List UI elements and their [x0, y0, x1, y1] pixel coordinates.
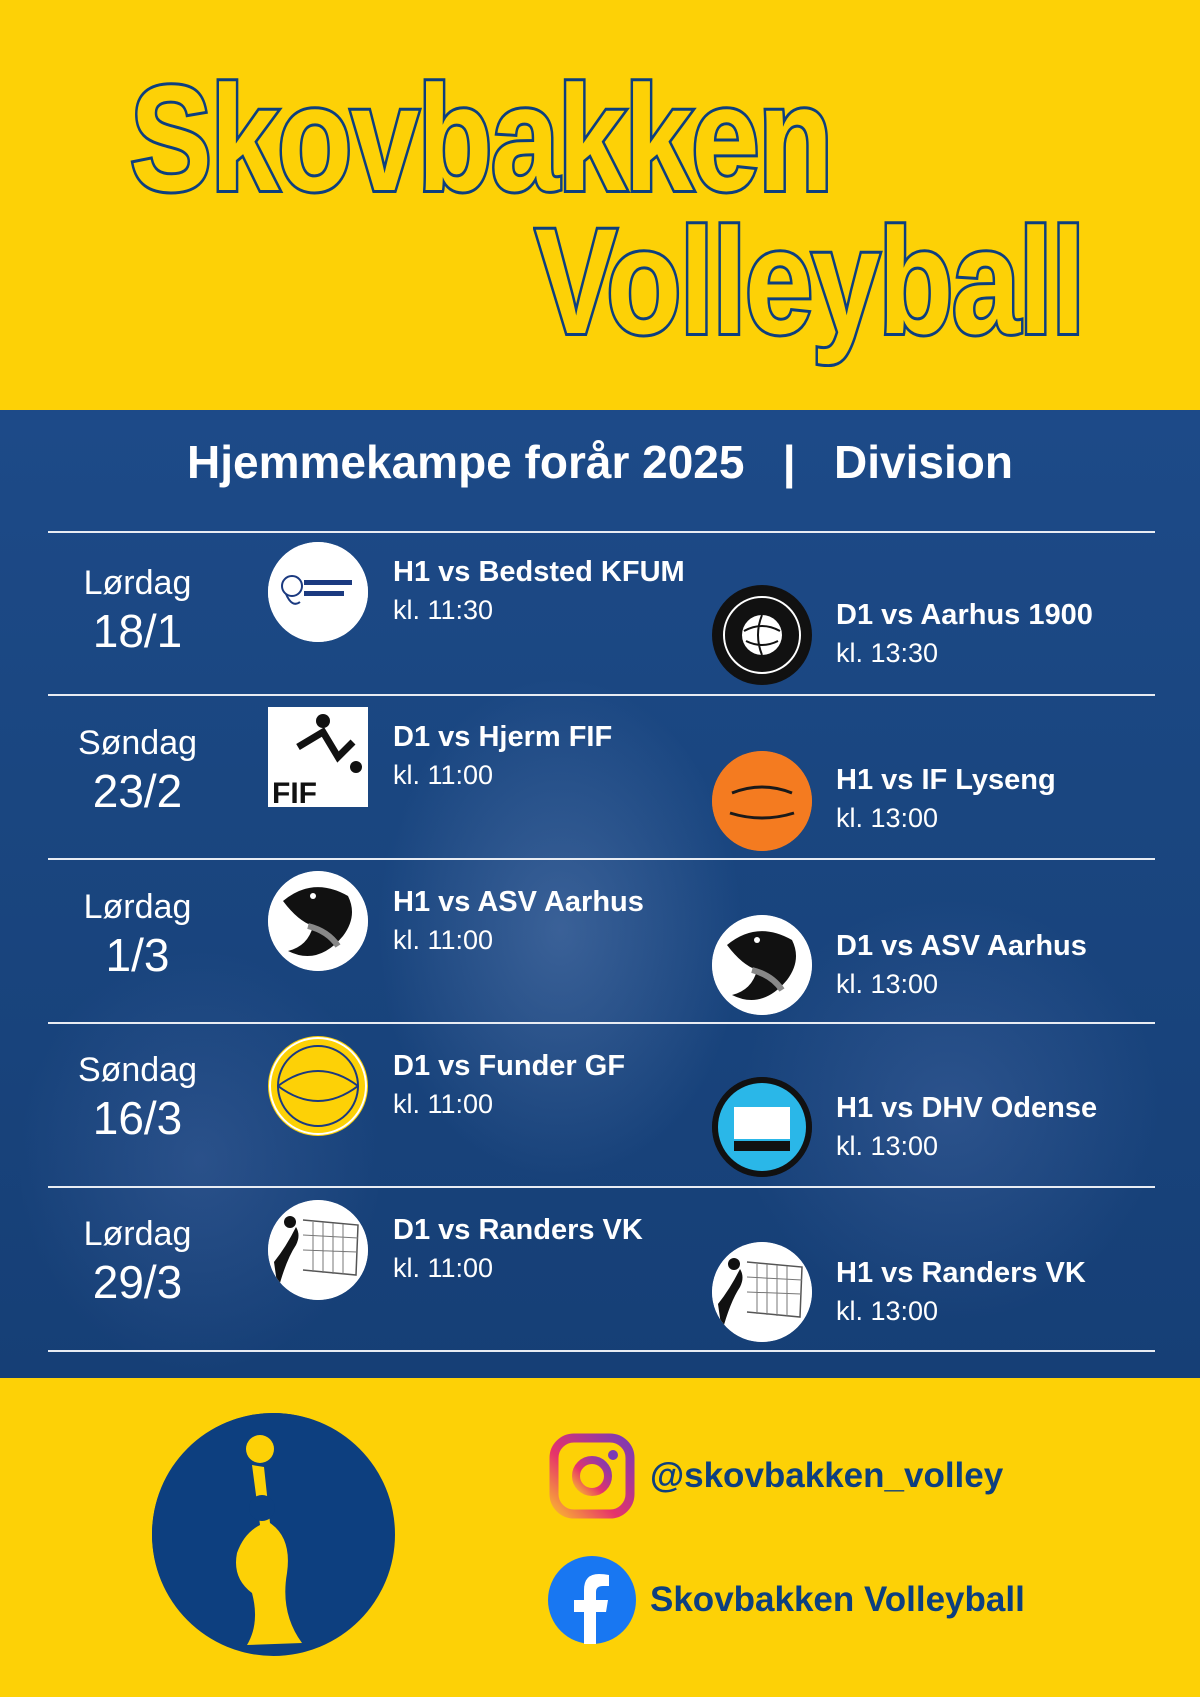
match-title: H1 vs Randers VK — [836, 1257, 1086, 1289]
randers-vk-logo — [712, 1242, 812, 1342]
bedsted-kfum-logo — [268, 542, 368, 642]
match-title: H1 vs IF Lyseng — [836, 764, 1056, 796]
divider — [48, 694, 1155, 696]
match-card: D1 vs ASV Aarhus kl. 13:00 — [836, 930, 1087, 1000]
header: Skovbakken Volleyball — [0, 0, 1200, 410]
title-line-1: Skovbakken — [128, 51, 836, 225]
date: 23/2 — [92, 764, 183, 817]
match-title: D1 vs Aarhus 1900 — [836, 599, 1093, 631]
match-card: D1 vs Randers VK kl. 11:00 — [393, 1214, 643, 1284]
asv-aarhus-logo — [712, 915, 812, 1015]
match-card: D1 vs Funder GF kl. 11:00 — [393, 1050, 625, 1120]
day-label: Søndag 16/3 — [60, 1050, 215, 1146]
match-title: D1 vs Funder GF — [393, 1050, 626, 1082]
hjerm-fif-logo: FIF — [268, 707, 368, 807]
match-time: kl. 11:00 — [393, 1089, 494, 1119]
match-time: kl. 11:00 — [393, 1253, 494, 1283]
dhv-odense-logo — [712, 1077, 812, 1177]
match-title: H1 vs ASV Aarhus — [393, 886, 644, 918]
date: 1/3 — [105, 928, 170, 981]
match-card: H1 vs Bedsted KFUM kl. 11:30 — [393, 556, 685, 626]
weekday: Søndag — [77, 1051, 198, 1089]
date: 29/3 — [92, 1255, 183, 1308]
schedule-subtitle: Hjemmekampe forår 2025 | Division — [187, 436, 1013, 488]
day-label: Lørdag 18/1 — [60, 563, 215, 659]
match-time: kl. 13:30 — [836, 638, 939, 668]
match-card: H1 vs Randers VK kl. 13:00 — [836, 1257, 1086, 1327]
weekday: Lørdag — [83, 1215, 192, 1253]
aarhus-1900-logo — [712, 585, 812, 685]
match-card: D1 vs Aarhus 1900 kl. 13:30 — [836, 599, 1093, 669]
divider — [48, 858, 1155, 860]
match-time: kl. 13:00 — [836, 1296, 939, 1326]
match-card: H1 vs DHV Odense kl. 13:00 — [836, 1092, 1097, 1162]
svg-text:FIF: FIF — [272, 777, 317, 807]
date: 16/3 — [92, 1091, 183, 1144]
lyseng-volleyball-logo — [712, 751, 812, 851]
weekday: Lørdag — [83, 564, 192, 602]
match-time: kl. 13:00 — [836, 803, 939, 833]
day-label: Lørdag 29/3 — [60, 1214, 215, 1310]
date: 18/1 — [92, 604, 183, 657]
match-title: H1 vs DHV Odense — [836, 1092, 1098, 1124]
divider — [48, 1350, 1155, 1352]
match-title: D1 vs Randers VK — [393, 1214, 643, 1246]
match-title: H1 vs Bedsted KFUM — [393, 556, 685, 588]
facebook-icon — [548, 1556, 636, 1644]
match-card: H1 vs ASV Aarhus kl. 11:00 — [393, 886, 644, 956]
match-card: H1 vs IF Lyseng kl. 13:00 — [836, 764, 1056, 834]
divider — [48, 1022, 1155, 1024]
match-card: D1 vs Hjerm FIF kl. 11:00 — [393, 721, 612, 791]
facebook-page-name: Skovbakken Volleyball — [650, 1580, 1025, 1619]
funder-gf-logo — [268, 1036, 368, 1136]
randers-vk-logo — [268, 1200, 368, 1300]
title-line-2: Volleyball — [533, 194, 1088, 368]
schedule-panel — [0, 410, 1200, 1378]
asv-aarhus-logo — [268, 871, 368, 971]
match-time: kl. 13:00 — [836, 1131, 939, 1161]
facebook-link[interactable]: Skovbakken Volleyball — [548, 1556, 1025, 1644]
club-logo — [152, 1413, 395, 1656]
instagram-link[interactable]: @skovbakken_volley — [548, 1432, 1003, 1520]
day-label: Lørdag 1/3 — [60, 887, 215, 983]
divider — [48, 531, 1155, 533]
match-time: kl. 11:30 — [393, 595, 494, 625]
match-time: kl. 11:00 — [393, 925, 494, 955]
instagram-icon — [548, 1432, 636, 1520]
day-label: Søndag 23/2 — [60, 723, 215, 819]
match-time: kl. 13:00 — [836, 969, 939, 999]
match-title: D1 vs ASV Aarhus — [836, 930, 1087, 962]
weekday: Søndag — [77, 724, 198, 762]
divider — [48, 1186, 1155, 1188]
match-time: kl. 11:00 — [393, 760, 494, 790]
weekday: Lørdag — [83, 888, 192, 926]
match-title: D1 vs Hjerm FIF — [393, 721, 613, 753]
instagram-handle: @skovbakken_volley — [650, 1456, 1004, 1495]
